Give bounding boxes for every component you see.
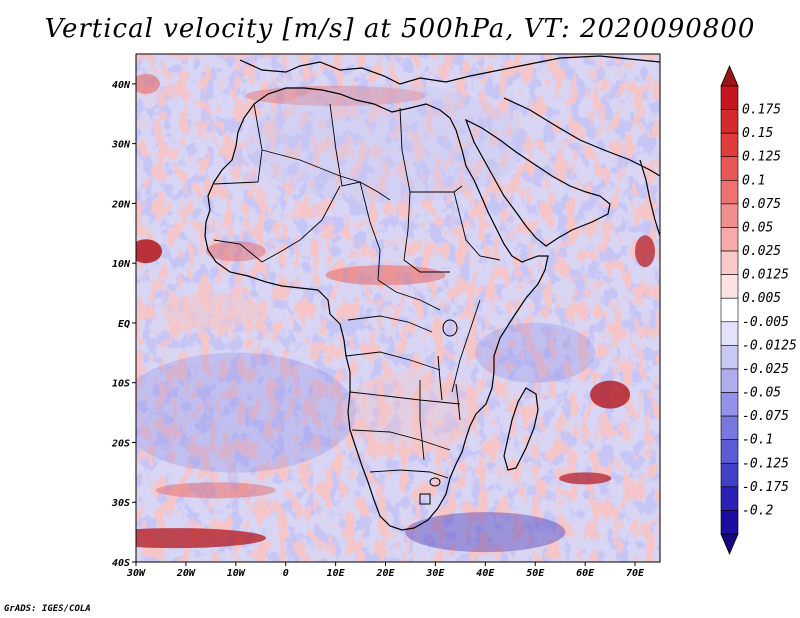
africa-coastline — [204, 55, 660, 531]
lon-tick-label: 70E — [626, 568, 645, 579]
grads-credit: GrADS: IGES/COLA — [4, 604, 91, 614]
colorbar-label: -0.175 — [742, 480, 789, 495]
colorbar-label: -0.05 — [742, 386, 781, 401]
plot-area — [136, 54, 660, 562]
velocity-patch — [245, 83, 526, 204]
velocity-patch — [405, 512, 566, 553]
plot-frame — [135, 53, 661, 563]
colorbar-label: -0.2 — [742, 503, 773, 518]
lon-tick-label: 20E — [375, 568, 395, 579]
lon-tick-label: 30E — [425, 568, 445, 579]
lat-tick-label: 30N — [111, 140, 131, 151]
velocity-patch — [325, 265, 446, 286]
velocity-patch — [136, 73, 160, 94]
colorbar-label: -0.025 — [742, 362, 789, 377]
lon-tick-label: 10E — [327, 568, 346, 579]
lon-tick-label: 30W — [126, 568, 146, 579]
colorbar-swatch — [720, 297, 739, 323]
lat-tick-label: 40N — [112, 80, 131, 91]
iberia-europe — [239, 55, 660, 85]
velocity-patch — [340, 372, 481, 453]
colorbar-label: 0.0125 — [742, 268, 789, 283]
colorbar-label: 0.025 — [742, 244, 781, 259]
lat-tick-label: EQ — [118, 319, 130, 330]
colorbar-label: -0.075 — [742, 409, 789, 424]
lat-tick-label: 10S — [112, 379, 130, 390]
lat-tick-label: 10N — [112, 259, 131, 270]
africa-outline — [204, 87, 549, 531]
india-west-coast — [639, 159, 660, 237]
lon-tick-label: 0 — [283, 568, 289, 579]
latitude-axis: 40N 30N 20N 10N EQ 10S 20S 30S 40S — [111, 80, 136, 569]
velocity-patch — [136, 239, 162, 264]
colorbar-swatch — [720, 227, 739, 252]
colorbar-swatch — [720, 368, 739, 393]
colorbar-swatch — [720, 486, 739, 511]
lon-tick-label: 20W — [176, 568, 196, 579]
lat-tick-label: 40S — [112, 558, 130, 569]
colorbar: 0.175 0.15 0.125 0.1 0.075 0.05 0.025 0.0125 0.0… — [720, 64, 797, 556]
colorbar-swatch — [720, 462, 739, 488]
colorbar-label: -0.0125 — [742, 338, 797, 353]
colorbar-swatch — [720, 321, 739, 346]
velocity-patch — [475, 322, 596, 383]
colorbar-label: -0.005 — [742, 315, 789, 330]
colorbar-swatch — [720, 203, 739, 228]
velocity-patch — [136, 528, 266, 549]
colorbar-swatch — [720, 415, 739, 440]
colorbar-label: 0.075 — [742, 197, 781, 212]
lat-tick-label: 30S — [111, 498, 130, 509]
lat-tick-label: 20S — [111, 438, 130, 449]
colorbar-label: 0.005 — [742, 291, 781, 306]
colorbar-swatch — [720, 392, 739, 417]
longitude-axis: 30W 20W 10W 0 10E 20E 30E 40E 50E 60E 70E — [126, 562, 645, 579]
velocity-patch — [136, 352, 356, 473]
lon-tick-label: 40E — [476, 568, 495, 579]
colorbar-label: 0.125 — [742, 150, 781, 165]
colorbar-label: 0.1 — [742, 173, 765, 188]
colorbar-swatch — [720, 250, 739, 275]
velocity-patch — [205, 241, 266, 262]
velocity-patch — [559, 472, 612, 485]
colorbar-swatch — [720, 132, 739, 158]
colorbar-label: 0.15 — [742, 126, 773, 141]
velocity-patch — [160, 292, 261, 329]
lakes — [419, 319, 461, 505]
velocity-patch — [245, 85, 426, 106]
velocity-patch — [155, 482, 276, 499]
lat-tick-label: 20N — [111, 199, 131, 210]
colorbar-label: 0.05 — [742, 220, 773, 235]
persian-gulf-iran — [503, 97, 660, 177]
colorbar-label: 0.175 — [742, 103, 781, 118]
lon-tick-label: 10W — [227, 568, 246, 579]
arabian-peninsula — [464, 118, 611, 247]
lon-tick-label: 60E — [576, 568, 595, 579]
colorbar-bottom-arrow — [720, 533, 739, 556]
colorbar-swatch — [720, 510, 739, 535]
velocity-patch — [635, 235, 656, 268]
madagascar — [503, 387, 539, 471]
colorbar-swatch — [720, 180, 739, 205]
velocity-patches — [136, 73, 656, 553]
velocity-patch — [590, 380, 631, 409]
colorbar-swatch — [720, 109, 739, 134]
map-title: Vertical velocity [m/s] at 500hPa, VT: 2… — [44, 14, 756, 44]
colorbar-label: -0.1 — [742, 433, 773, 448]
colorbar-swatch — [720, 156, 739, 181]
colorbar-top-arrow — [720, 64, 739, 87]
colorbar-swatch — [720, 439, 739, 464]
lon-tick-label: 50E — [526, 568, 545, 579]
colorbar-swatch — [720, 345, 739, 370]
colorbar-swatch — [720, 274, 739, 299]
colorbar-label: -0.125 — [742, 456, 789, 471]
country-borders — [213, 103, 501, 479]
colorbar-swatch — [720, 85, 739, 110]
